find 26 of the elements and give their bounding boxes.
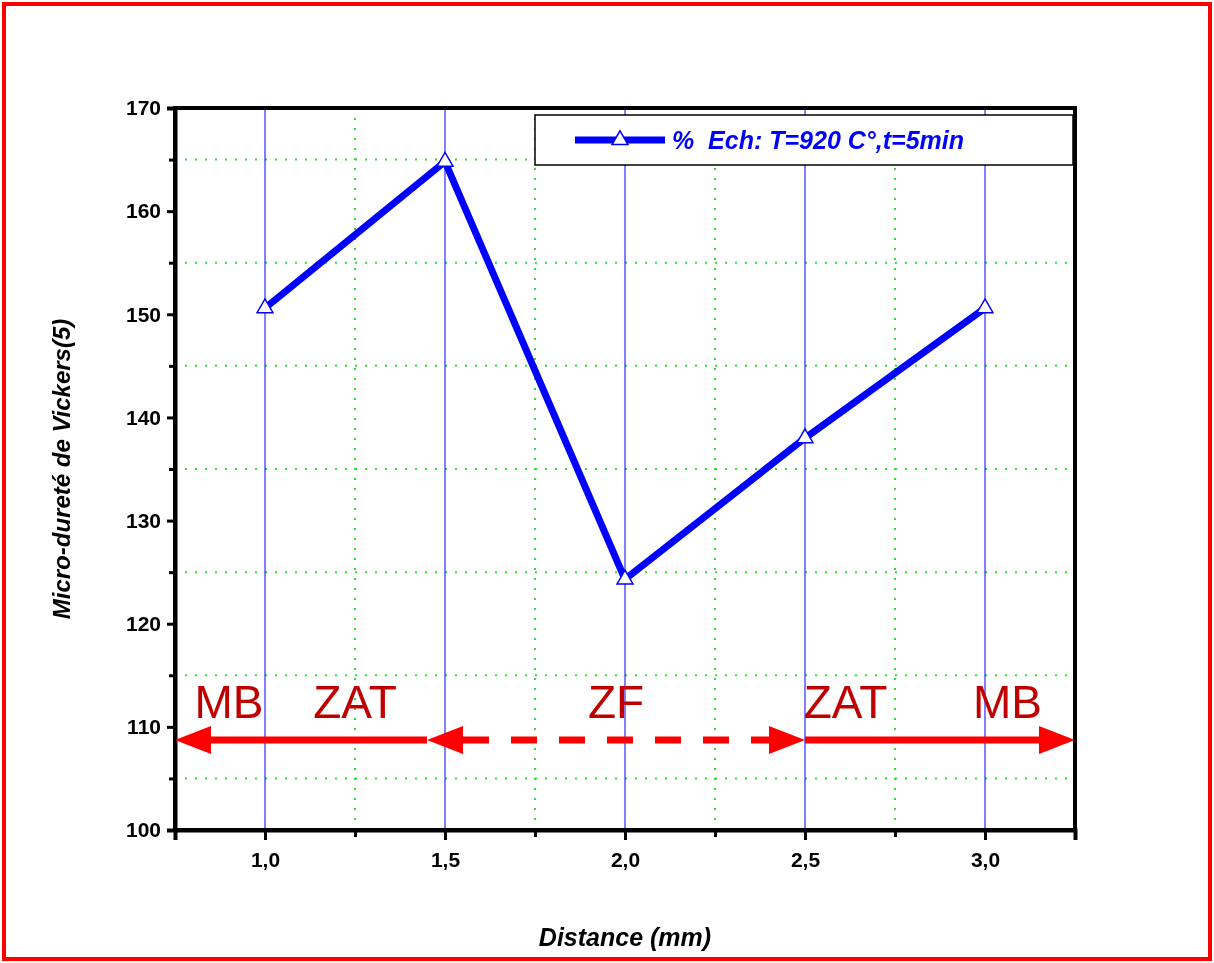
annotation: MB bbox=[194, 676, 264, 728]
x-tick-label: 1,5 bbox=[430, 847, 461, 871]
y-tick-label: 110 bbox=[127, 715, 161, 739]
annotation: ZAT bbox=[803, 676, 888, 728]
point bbox=[796, 428, 814, 444]
x-tick-label: 1,0 bbox=[250, 847, 281, 871]
annotation: ZF bbox=[587, 676, 645, 728]
y-tick-label: 170 bbox=[125, 96, 161, 120]
y-tick-label: 140 bbox=[125, 405, 161, 429]
annotation: ZAT bbox=[313, 676, 397, 728]
y-tick-label: 160 bbox=[125, 199, 161, 223]
x-tick-label: 3,0 bbox=[970, 847, 1001, 871]
x-axis-title: Distance (mm) bbox=[538, 923, 712, 951]
y-tick-label: 150 bbox=[125, 302, 161, 326]
y-tick-label: 100 bbox=[125, 818, 161, 842]
y-tick-label: 120 bbox=[125, 611, 161, 635]
legend-label: % Ech: T=920 C°,t=5min bbox=[672, 126, 965, 154]
point bbox=[436, 151, 454, 167]
y-tick-label: 130 bbox=[125, 508, 161, 532]
point bbox=[616, 569, 634, 585]
point bbox=[256, 298, 274, 314]
point bbox=[976, 298, 994, 314]
x-tick-label: 2,5 bbox=[790, 847, 821, 871]
x-tick-label: 2,0 bbox=[610, 847, 641, 871]
y-axis-title: Micro-dureté de Vickers(5) bbox=[48, 318, 75, 620]
annotation: MB bbox=[973, 676, 1042, 728]
